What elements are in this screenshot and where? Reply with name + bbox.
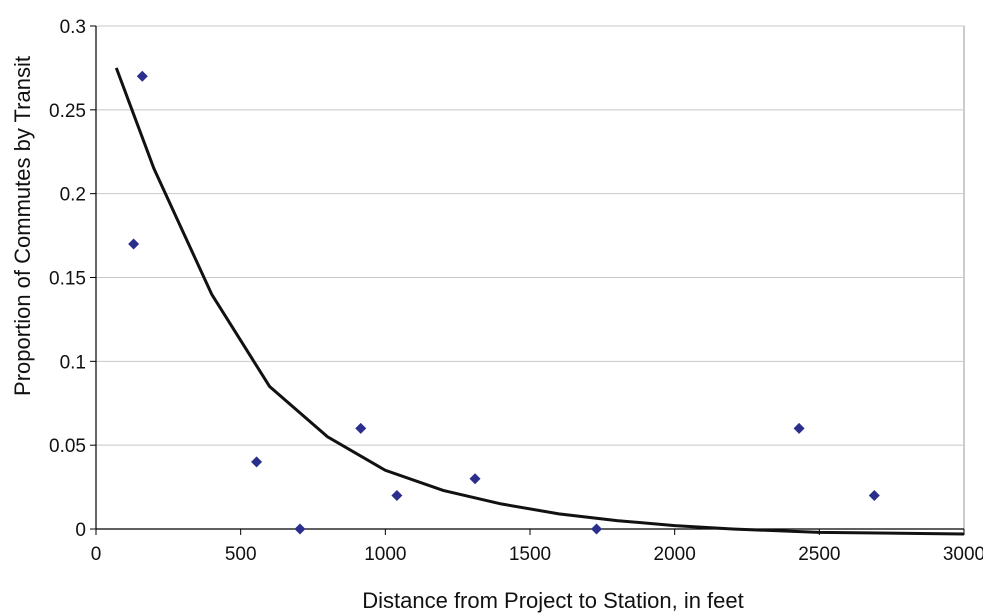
data-point — [136, 70, 148, 82]
y-tick-label: 0.15 — [49, 269, 86, 290]
x-tick-label: 2000 — [654, 544, 696, 565]
data-point — [251, 456, 263, 468]
data-point — [469, 473, 481, 485]
x-tick-label: 1000 — [364, 544, 406, 565]
data-point — [128, 238, 140, 250]
y-tick-label: 0.25 — [49, 101, 86, 122]
y-tick-label: 0.2 — [60, 185, 86, 206]
y-axis-label: Proportion of Commutes by Transit — [10, 56, 35, 396]
x-tick-label: 500 — [225, 544, 257, 565]
y-tick-label: 0.3 — [60, 17, 86, 38]
data-point — [355, 422, 367, 434]
gridlines — [90, 25, 965, 535]
x-tick-label: 0 — [91, 544, 102, 565]
x-tick-label: 1500 — [509, 544, 551, 565]
y-tick-labels: 0 0.05 0.1 0.15 0.2 0.25 0.3 — [49, 17, 86, 541]
x-tick-labels: 0 500 1000 1500 2000 2500 3000 — [91, 544, 983, 565]
data-point — [391, 489, 403, 501]
x-tick-label: 2500 — [798, 544, 840, 565]
data-points — [128, 70, 880, 535]
x-tick-label: 3000 — [943, 544, 983, 565]
trend-curve — [114, 67, 965, 536]
data-point — [868, 489, 880, 501]
y-tick-label: 0.1 — [60, 352, 86, 373]
y-tick-label: 0.05 — [49, 436, 86, 457]
trend-curve-group — [114, 67, 965, 536]
data-point — [793, 422, 805, 434]
y-tick-label: 0 — [75, 520, 86, 541]
data-point — [294, 523, 306, 535]
data-point — [591, 523, 603, 535]
x-axis-label: Distance from Project to Station, in fee… — [362, 588, 744, 613]
